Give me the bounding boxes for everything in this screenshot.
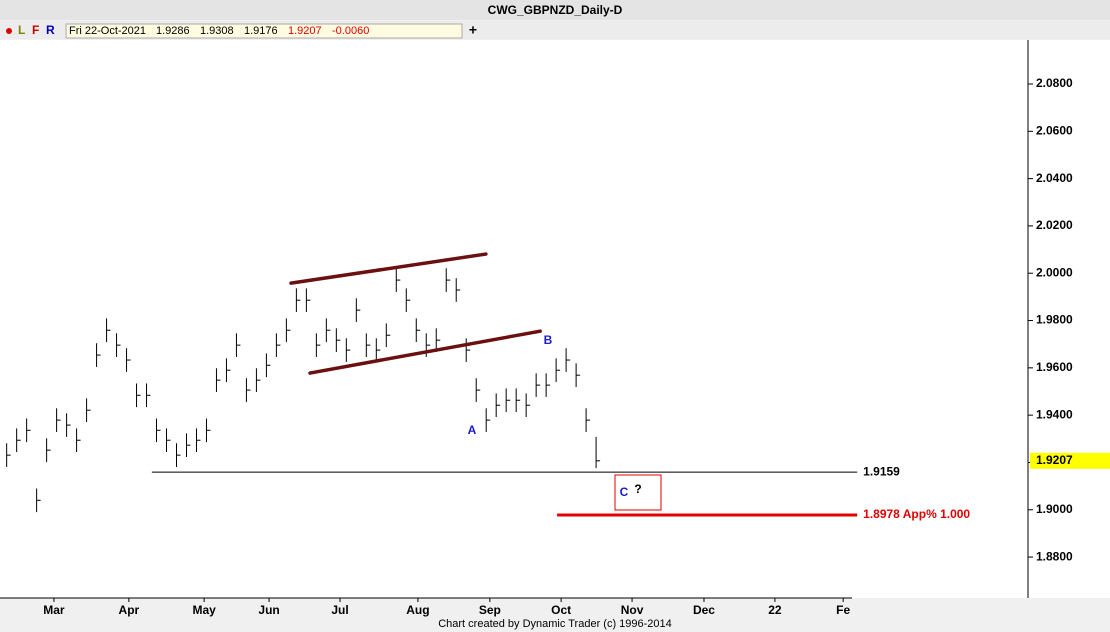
x-tick-label: Dec <box>693 603 715 617</box>
toolbar-dot <box>6 28 12 34</box>
quote-close: 1.9207 <box>288 25 322 37</box>
quote-date: Fri 22-Oct-2021 <box>69 25 146 37</box>
y-tick-label: 2.0400 <box>1036 171 1073 185</box>
y-tick-label: 1.9000 <box>1036 502 1073 516</box>
x-tick-label: Apr <box>119 603 140 617</box>
trendline <box>308 329 542 375</box>
quote-open: 1.9286 <box>156 25 190 37</box>
x-tick-label: 22 <box>768 603 782 617</box>
level-label: 1.8978 App% 1.000 <box>863 507 970 521</box>
wave-label: ? <box>634 482 641 496</box>
last-price-box <box>1030 452 1110 469</box>
last-price-label: 1.9207 <box>1036 453 1073 467</box>
x-tick-label: Aug <box>406 603 429 617</box>
x-tick-label: Fe <box>836 603 850 617</box>
toolbar-button[interactable]: R <box>46 23 55 37</box>
wave-label: B <box>544 333 553 347</box>
title-bar <box>0 0 1110 20</box>
y-tick-label: 2.0200 <box>1036 218 1073 232</box>
y-axis-area <box>1028 40 1110 598</box>
quote-box <box>65 23 463 39</box>
x-tick-label: Jul <box>331 603 348 617</box>
x-tick-label: Mar <box>43 603 65 617</box>
quote-low: 1.9176 <box>244 25 278 37</box>
y-tick-label: 2.0600 <box>1036 123 1073 137</box>
x-tick-label: Sep <box>479 603 501 617</box>
x-tick-label: Nov <box>621 603 644 617</box>
target-box <box>614 474 662 511</box>
x-tick-label: May <box>192 603 216 617</box>
x-tick-label: Jun <box>258 603 279 617</box>
y-tick-label: 2.0000 <box>1036 265 1073 279</box>
wave-label: C <box>620 485 629 499</box>
y-tick-label: 2.0800 <box>1036 76 1073 90</box>
quote-high: 1.9308 <box>200 25 234 37</box>
y-tick-label: 1.9600 <box>1036 360 1073 374</box>
footer: Chart created by Dynamic Trader (c) 1996… <box>438 618 672 630</box>
quote-change: -0.0060 <box>332 25 369 37</box>
trendline <box>289 252 488 285</box>
plot-area <box>0 40 1028 598</box>
level-label: 1.9159 <box>863 464 900 478</box>
chart-title: CWG_GBPNZD_Daily-D <box>488 3 623 17</box>
x-tick-label: Oct <box>551 603 571 617</box>
toolbar-button[interactable]: L <box>18 23 25 37</box>
wave-label: A <box>468 423 477 437</box>
toolbar-button[interactable]: F <box>32 23 39 37</box>
y-tick-label: 1.8800 <box>1036 549 1073 563</box>
y-tick-label: 1.9400 <box>1036 407 1073 421</box>
add-button[interactable]: + <box>469 22 477 38</box>
y-tick-label: 1.9800 <box>1036 313 1073 327</box>
